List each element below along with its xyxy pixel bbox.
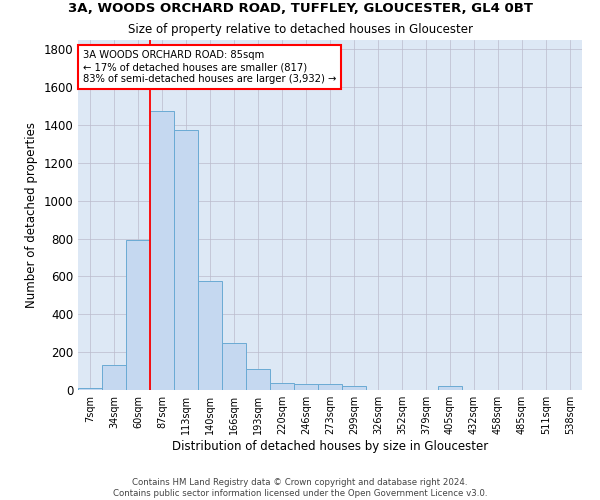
Bar bbox=[270, 384, 294, 390]
Bar bbox=[294, 384, 318, 390]
Y-axis label: Number of detached properties: Number of detached properties bbox=[25, 122, 38, 308]
Text: Contains HM Land Registry data © Crown copyright and database right 2024.
Contai: Contains HM Land Registry data © Crown c… bbox=[113, 478, 487, 498]
Text: 3A WOODS ORCHARD ROAD: 85sqm
← 17% of detached houses are smaller (817)
83% of s: 3A WOODS ORCHARD ROAD: 85sqm ← 17% of de… bbox=[83, 50, 337, 84]
Bar bbox=[78, 388, 102, 390]
Bar bbox=[438, 386, 462, 390]
Bar bbox=[222, 342, 246, 390]
Bar bbox=[126, 240, 150, 390]
Bar bbox=[318, 384, 342, 390]
Text: Size of property relative to detached houses in Gloucester: Size of property relative to detached ho… bbox=[128, 22, 473, 36]
Bar bbox=[342, 386, 366, 390]
X-axis label: Distribution of detached houses by size in Gloucester: Distribution of detached houses by size … bbox=[172, 440, 488, 453]
Bar bbox=[102, 366, 126, 390]
Bar bbox=[198, 281, 222, 390]
Bar bbox=[246, 369, 270, 390]
Bar bbox=[150, 111, 174, 390]
Text: 3A, WOODS ORCHARD ROAD, TUFFLEY, GLOUCESTER, GL4 0BT: 3A, WOODS ORCHARD ROAD, TUFFLEY, GLOUCES… bbox=[67, 2, 533, 16]
Bar bbox=[174, 130, 198, 390]
